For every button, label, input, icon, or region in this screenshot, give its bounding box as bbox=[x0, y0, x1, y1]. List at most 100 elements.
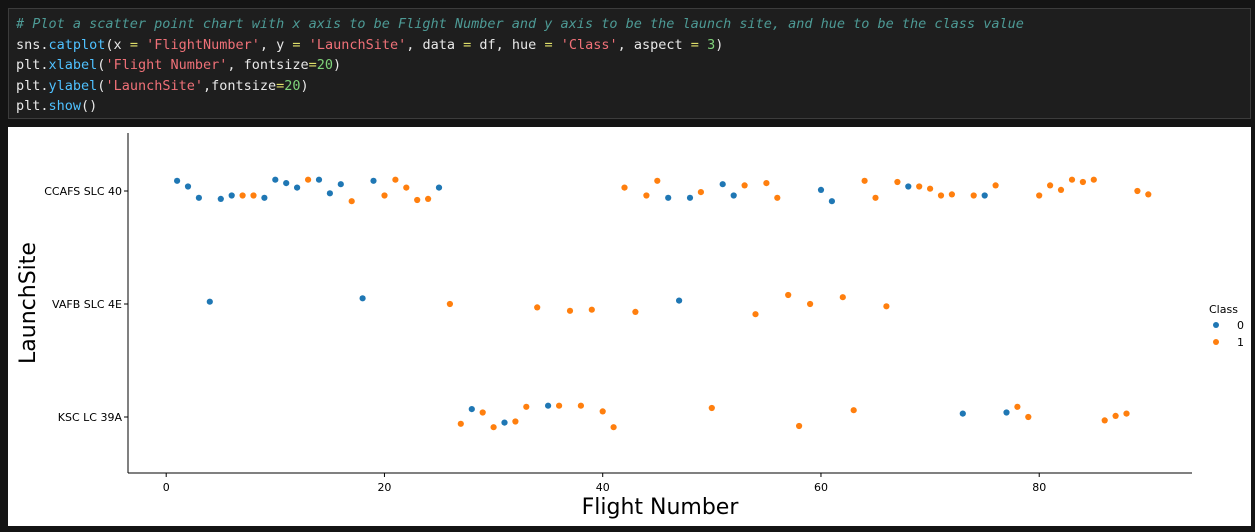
data-point-class-1 bbox=[937, 192, 945, 199]
code-token: plt. bbox=[16, 77, 49, 94]
y-tick-label: KSC LC 39A bbox=[58, 411, 123, 424]
code-token: 20 bbox=[284, 77, 301, 94]
data-point-class-1 bbox=[1134, 187, 1141, 195]
x-tick-label: 80 bbox=[1032, 481, 1046, 494]
y-ticks: CCAFS SLC 40 VAFB SLC 4E KSC LC 39A bbox=[44, 185, 128, 424]
data-point-class-0 bbox=[817, 186, 825, 193]
code-line-xlabel: plt.xlabel('Flight Number', fontsize=20) bbox=[16, 55, 1024, 76]
data-point-class-1 bbox=[654, 177, 661, 184]
code-token: ) bbox=[300, 77, 309, 94]
code-token: ylabel bbox=[48, 77, 98, 94]
x-tick-label: 0 bbox=[163, 481, 170, 494]
code-token: 20 bbox=[316, 57, 334, 73]
data-point-class-1 bbox=[490, 424, 497, 431]
data-point-class-0 bbox=[359, 295, 366, 302]
x-ticks: 0 20 40 60 80 bbox=[163, 473, 1046, 494]
data-point-class-1 bbox=[839, 294, 846, 301]
data-point-class-0 bbox=[315, 176, 323, 183]
data-point-class-1 bbox=[872, 194, 879, 201]
data-point-class-1 bbox=[708, 404, 715, 412]
y-axis-label: LaunchSite bbox=[16, 242, 41, 364]
data-point-class-0 bbox=[294, 184, 301, 191]
data-point-class-0 bbox=[261, 194, 268, 201]
code-token: = bbox=[292, 36, 301, 53]
code-token: ) bbox=[715, 36, 724, 53]
data-point-class-1 bbox=[457, 420, 464, 427]
data-point-class-1 bbox=[1068, 176, 1076, 183]
code-token: catplot bbox=[48, 36, 106, 53]
data-point-class-0 bbox=[719, 181, 726, 188]
data-point-class-1 bbox=[643, 192, 650, 199]
scatter-chart: CCAFS SLC 40 VAFB SLC 4E KSC LC 39A 0 20 40 6… bbox=[16, 133, 1244, 520]
data-point-class-1 bbox=[992, 182, 999, 189]
data-point-class-0 bbox=[959, 410, 966, 417]
data-point-class-1 bbox=[239, 192, 246, 199]
x-axis-label: Flight Number bbox=[582, 495, 740, 520]
data-point-class-1 bbox=[1123, 410, 1130, 417]
data-point-class-1 bbox=[425, 195, 432, 202]
data-point-class-1 bbox=[577, 402, 585, 409]
code-line-catplot: sns.catplot(x = 'FlightNumber', y = 'Lau… bbox=[16, 35, 1024, 56]
data-point-class-1 bbox=[1057, 186, 1065, 193]
data-point-class-1 bbox=[1025, 413, 1032, 421]
data-point-class-1 bbox=[861, 177, 868, 184]
code-token: , y bbox=[259, 36, 293, 53]
code-token: 'LaunchSite' bbox=[308, 36, 407, 53]
data-point-class-1 bbox=[599, 408, 606, 415]
data-point-class-0 bbox=[206, 298, 213, 305]
data-point-class-1 bbox=[392, 176, 399, 183]
code-token: xlabel bbox=[48, 57, 98, 73]
data-point-class-1 bbox=[807, 300, 814, 308]
data-point-class-1 bbox=[556, 402, 563, 409]
data-point-class-1 bbox=[381, 192, 388, 199]
data-point-class-1 bbox=[479, 409, 486, 416]
data-point-class-1 bbox=[1047, 182, 1054, 189]
code-token: 'Class' bbox=[560, 36, 618, 53]
code-comment-line: # Plot a scatter point chart with x axis… bbox=[16, 14, 1024, 35]
code-line-show: plt.show() bbox=[16, 96, 1024, 117]
data-point-class-1 bbox=[785, 291, 792, 299]
x-tick-label: 40 bbox=[596, 481, 610, 494]
data-point-class-1 bbox=[446, 300, 453, 308]
x-tick-label: 60 bbox=[814, 481, 828, 494]
data-point-class-0 bbox=[730, 192, 737, 199]
y-tick-label: CCAFS SLC 40 bbox=[44, 185, 122, 198]
data-point-class-1 bbox=[741, 182, 748, 189]
data-point-class-0 bbox=[184, 183, 192, 190]
data-point-class-1 bbox=[414, 196, 421, 204]
data-point-class-0 bbox=[228, 192, 235, 199]
code-token bbox=[138, 37, 146, 53]
code-token: ( bbox=[97, 57, 106, 73]
data-point-class-1 bbox=[523, 403, 530, 410]
data-point-class-1 bbox=[850, 407, 857, 414]
code-token: = bbox=[129, 36, 138, 53]
code-editor[interactable]: # Plot a scatter point chart with x axis… bbox=[16, 14, 1024, 117]
code-token: ( bbox=[97, 77, 106, 94]
code-token: , aspect bbox=[617, 36, 691, 53]
code-token: () bbox=[81, 98, 98, 114]
data-point-class-0 bbox=[501, 419, 508, 426]
data-point-class-1 bbox=[894, 178, 901, 186]
data-point-class-1 bbox=[250, 192, 257, 199]
data-point-class-1 bbox=[948, 191, 956, 198]
data-point-class-1 bbox=[763, 180, 770, 187]
code-token bbox=[699, 37, 707, 53]
legend: Class 0 1 bbox=[1209, 303, 1244, 349]
code-token: , fontsize bbox=[227, 57, 309, 73]
legend-label-0: 0 bbox=[1237, 319, 1244, 332]
code-token: plt. bbox=[16, 57, 49, 73]
data-point-class-1 bbox=[916, 183, 923, 190]
data-point-class-1 bbox=[1079, 178, 1086, 186]
data-point-class-1 bbox=[774, 194, 781, 201]
data-point-class-0 bbox=[676, 297, 683, 304]
legend-label-1: 1 bbox=[1237, 336, 1244, 349]
data-point-class-1 bbox=[610, 424, 617, 431]
data-point-class-0 bbox=[828, 198, 836, 205]
data-points bbox=[174, 176, 1152, 431]
code-line-ylabel: plt.ylabel('LaunchSite',fontsize=20) bbox=[16, 76, 1024, 97]
code-token: 3 bbox=[707, 36, 716, 53]
code-cell[interactable]: # Plot a scatter point chart with x axis… bbox=[8, 8, 1251, 119]
code-token: ,fontsize bbox=[202, 77, 277, 94]
data-point-class-1 bbox=[697, 189, 705, 196]
code-token: 'LaunchSite' bbox=[105, 77, 203, 94]
